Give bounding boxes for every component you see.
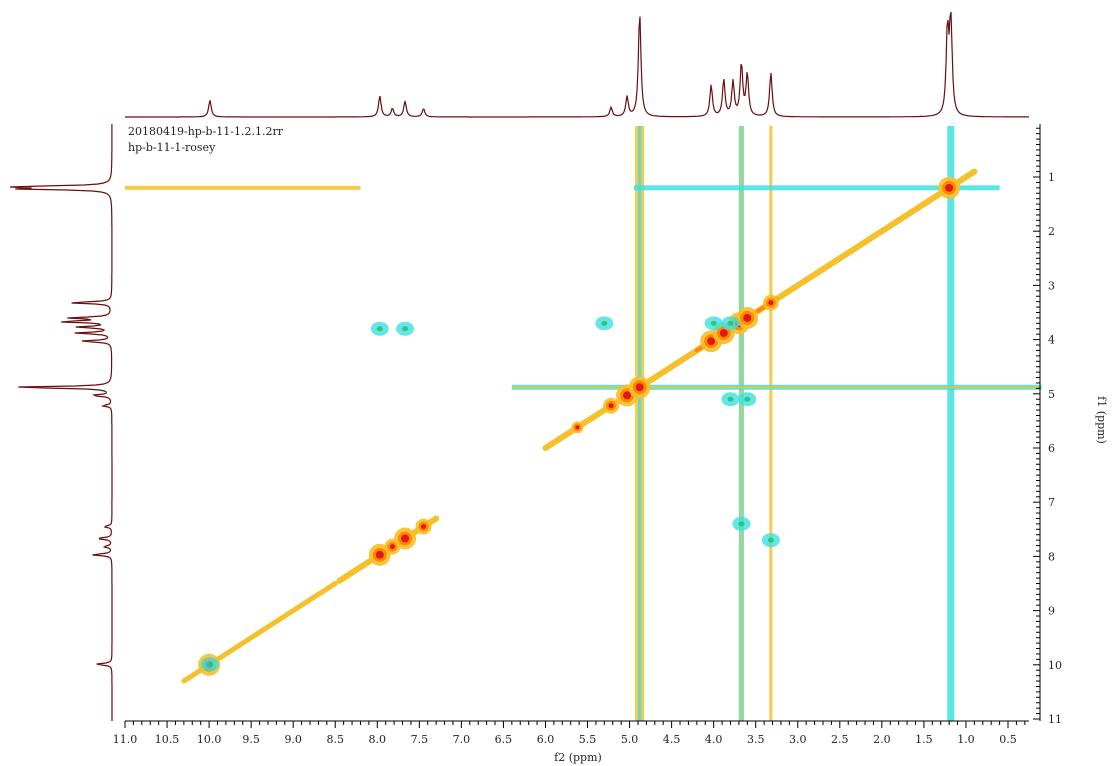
x-tick-label: 6.5 <box>495 733 513 746</box>
diag-peak-10 <box>719 329 728 338</box>
cross-peak-core-9 <box>206 661 213 667</box>
x-tick-label: 1.0 <box>957 733 975 746</box>
f1-projection <box>9 123 113 721</box>
diag-peak-5 <box>575 425 580 430</box>
x-tick-label: 8.0 <box>369 733 387 746</box>
x-tick-label: 10.5 <box>155 733 180 746</box>
cross-peak-core-3 <box>727 396 734 402</box>
ridge-f1-1.2-right <box>633 185 1000 191</box>
f2-projection-trace <box>125 11 1029 118</box>
x-tick-label: 7.5 <box>411 733 429 746</box>
diag-peak-12 <box>743 313 752 322</box>
x-tick-label: 6.0 <box>537 733 555 746</box>
x-tick-label: 3.5 <box>747 733 765 746</box>
cross-peak-core-0 <box>710 320 717 326</box>
ridge-f1-1.2-left <box>125 185 361 190</box>
f2-axis: 11.0 10.5 10.0 9.5 9.0 8.5 8.0 7.5 7.0 6.5 6.0 5.5 5… <box>113 720 1029 746</box>
x-tick-label: 2.0 <box>873 733 891 746</box>
y-tick-label: 6 <box>1048 442 1055 455</box>
diag-peak-7 <box>623 391 632 400</box>
cross-peak-core-1 <box>727 320 734 326</box>
y-tick-label: 11 <box>1048 713 1062 726</box>
cross-peak-core-8 <box>767 537 774 543</box>
dataset-name: 20180419-hp-b-11-1.2.1.2rr <box>128 125 284 138</box>
y-tick-label: 9 <box>1048 605 1055 618</box>
diagonal-peaks <box>198 176 961 676</box>
y-tick-label: 3 <box>1048 279 1055 292</box>
cross-peak-core-5 <box>376 326 383 332</box>
diag-peak-9 <box>707 337 716 346</box>
x-tick-label: 3.0 <box>789 733 807 746</box>
cross-peak-core-4 <box>744 396 751 402</box>
y-tick-label: 4 <box>1048 334 1055 347</box>
x-tick-label: 9.0 <box>284 733 302 746</box>
x-tick-label: 1.5 <box>915 733 933 746</box>
diag-peak-2 <box>389 544 395 550</box>
y-tick-label: 2 <box>1048 225 1055 238</box>
f1-axis: 1 2 3 4 5 6 7 8 9 10 11 <box>1033 124 1062 726</box>
contour-plot-area <box>125 126 1042 721</box>
cross-peaks <box>200 316 780 672</box>
x-tick-label: 0.5 <box>999 733 1017 746</box>
ridge-f1-4.88-core <box>511 386 1042 389</box>
diag-peak-13 <box>768 300 774 306</box>
y-tick-label: 8 <box>1048 550 1055 563</box>
x-tick-label: 7.0 <box>453 733 471 746</box>
f2-projection <box>125 11 1029 118</box>
cross-peak-core-2 <box>601 320 608 326</box>
x-tick-label: 4.5 <box>663 733 681 746</box>
diag-peak-1 <box>375 550 384 559</box>
y-tick-label: 1 <box>1048 171 1055 184</box>
x-tick-label: 10.0 <box>197 733 222 746</box>
diag-peak-4 <box>421 524 427 530</box>
ridge-f2-3.32 <box>769 126 773 721</box>
y-tick-label: 10 <box>1048 659 1062 672</box>
y-axis-title: f1 (ppm) <box>1095 396 1108 444</box>
ridge-f2-1.18 <box>947 126 955 721</box>
x-tick-label: 11.0 <box>113 733 138 746</box>
x-tick-label: 5.5 <box>579 733 597 746</box>
ridge-f2-3.67-core <box>740 126 743 721</box>
x-tick-label: 9.5 <box>242 733 260 746</box>
cross-peak-core-7 <box>738 521 745 527</box>
y-tick-label: 7 <box>1048 496 1055 509</box>
f1-projection-trace <box>9 123 113 721</box>
x-tick-label: 2.5 <box>831 733 849 746</box>
experiment-name: hp-b-11-1-rosey <box>128 141 216 154</box>
diag-peak-3 <box>401 534 410 543</box>
x-axis-title: f2 (ppm) <box>554 751 602 764</box>
x-tick-label: 4.0 <box>705 733 723 746</box>
diag-peak-14 <box>945 183 954 192</box>
ridge-f2-4.88-core <box>638 126 642 721</box>
x-tick-label: 8.5 <box>326 733 344 746</box>
diag-peak-6 <box>608 403 614 409</box>
diag-peak-8 <box>635 383 644 392</box>
cross-peak-core-6 <box>402 326 409 332</box>
y-tick-label: 5 <box>1048 388 1055 401</box>
t1-noise-ridges <box>125 126 1042 721</box>
x-tick-label: 5.0 <box>621 733 639 746</box>
